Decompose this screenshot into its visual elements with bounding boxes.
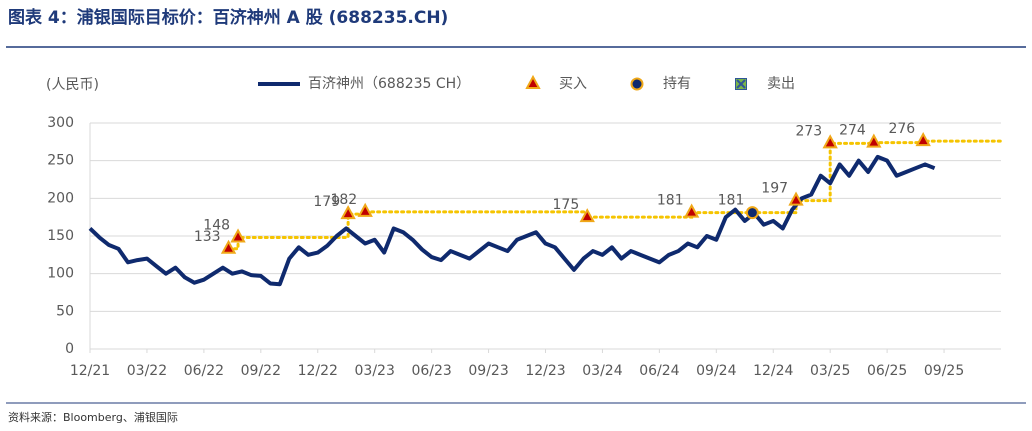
legend-label: 百济神州（688235 CH） <box>308 76 470 92</box>
data-label: 274 <box>839 123 866 139</box>
source-note: 资料来源：Bloomberg、浦银国际 <box>8 410 178 424</box>
data-label: 276 <box>888 121 915 137</box>
trade-marker <box>683 203 700 218</box>
trade-marker <box>788 191 804 206</box>
x-tick-label: 03/23 <box>355 363 395 379</box>
x-tick-label: 03/24 <box>582 363 622 379</box>
data-label: 148 <box>203 218 230 234</box>
trade-marker <box>357 202 373 217</box>
data-label: 181 <box>657 193 684 209</box>
trade-marker <box>915 131 931 147</box>
trade-marker <box>745 206 759 220</box>
y-tick-label: 300 <box>47 115 74 131</box>
legend-label: 持有 <box>663 76 691 92</box>
price-line <box>88 154 936 287</box>
marker-cross <box>736 79 746 89</box>
x-tick-label: 09/25 <box>924 363 964 379</box>
legend-marker <box>630 77 644 91</box>
x-tick-label: 06/22 <box>184 363 224 379</box>
x-tick-label: 12/23 <box>525 363 565 379</box>
y-tick-label: 0 <box>65 341 74 357</box>
trade-marker <box>822 134 838 149</box>
data-label: 179 <box>313 194 340 210</box>
y-tick-label: 200 <box>47 190 74 206</box>
x-tick-label: 09/24 <box>696 363 736 379</box>
data-label: 175 <box>553 197 580 213</box>
legend-marker <box>525 74 541 89</box>
data-label: 181 <box>718 193 745 209</box>
x-tick-label: 06/24 <box>639 363 679 379</box>
legend: 百济神州（688235 CH） 买入 持有 卖出 <box>258 74 795 92</box>
y-tick-label: 250 <box>47 153 74 169</box>
y-axis-label: (人民币) <box>46 77 99 93</box>
data-label: 197 <box>761 181 788 197</box>
x-tick-label: 12/24 <box>753 363 793 379</box>
x-tick-label: 06/23 <box>411 363 451 379</box>
x-tick-label: 09/22 <box>241 363 281 379</box>
trade-marker <box>230 228 246 243</box>
trade-marker <box>866 133 882 148</box>
trade-marker <box>220 239 237 254</box>
trade-marker <box>579 208 595 223</box>
y-tick-label: 50 <box>56 303 74 319</box>
x-tick-label: 03/25 <box>810 363 850 379</box>
data-label: 133 <box>194 229 221 245</box>
trade-marker <box>340 205 356 220</box>
x-tick-label: 09/23 <box>468 363 508 379</box>
y-tick-label: 150 <box>47 228 74 244</box>
x-tick-label: 12/21 <box>70 363 110 379</box>
legend-label: 买入 <box>559 76 587 92</box>
chart-title: 图表 4：浦银国际目标价：百济神州 A 股 (688235.CH) <box>8 7 448 28</box>
data-label: 182 <box>330 192 357 208</box>
x-tick-label: 06/25 <box>867 363 907 379</box>
y-tick-label: 100 <box>47 266 74 282</box>
x-tick-label: 12/22 <box>298 363 338 379</box>
legend-label: 卖出 <box>767 76 795 92</box>
data-label: 273 <box>795 123 822 139</box>
legend-marker <box>735 78 747 90</box>
x-tick-label: 03/22 <box>127 363 167 379</box>
